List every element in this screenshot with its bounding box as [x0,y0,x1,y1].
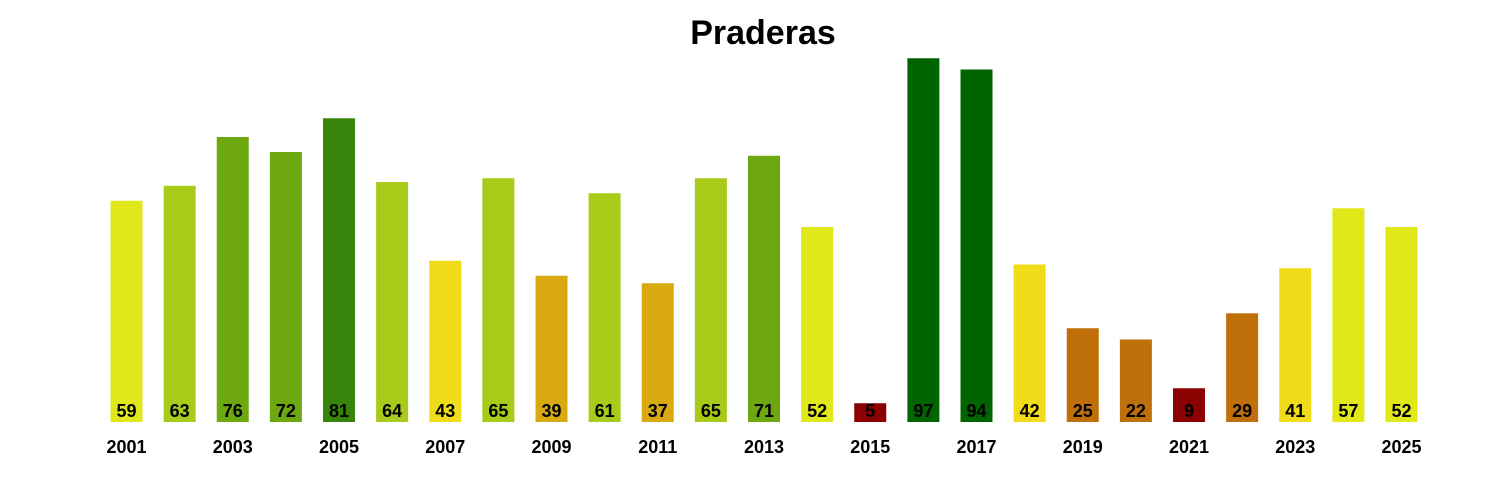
x-tick-label-2003: 2003 [213,437,253,457]
bar-2011 [641,283,674,422]
bar-2020 [1119,339,1152,422]
bar-2022 [1226,313,1259,422]
bar-2002 [163,185,196,422]
x-tick-label-2009: 2009 [531,437,571,457]
value-label-2004: 72 [276,401,296,421]
bar-2012 [694,178,727,422]
bar-2025 [1385,227,1418,422]
bar-2024 [1332,208,1365,422]
x-tick-label-2017: 2017 [956,437,996,457]
x-tick-labels-group: 2001 2003 2005 2007 2009 2011 2013 2015 2017 2019… [106,437,1421,457]
value-labels-group: 59 63 76 72 81 64 43 65 39 61 37 65 71 52 5 97 94 42 25 22 9… [116,401,1411,421]
bar-2015 [854,403,887,422]
value-label-2011: 37 [648,401,668,421]
bar-2019 [1066,328,1099,422]
value-label-2014: 52 [807,401,827,421]
value-label-2023: 41 [1285,401,1305,421]
x-tick-label-2021: 2021 [1169,437,1209,457]
value-label-2015: 5 [865,401,875,421]
bar-2010 [588,193,621,422]
bar-2008 [482,178,515,422]
value-label-2002: 63 [170,401,190,421]
x-tick-label-2023: 2023 [1275,437,1315,457]
value-label-2012: 65 [701,401,721,421]
bar-2014 [801,227,834,422]
bar-2003 [216,137,249,422]
chart-title: Praderas [690,14,836,52]
x-tick-label-2001: 2001 [106,437,146,457]
value-label-2007: 43 [435,401,455,421]
x-tick-label-2013: 2013 [744,437,784,457]
value-label-2020: 22 [1126,401,1146,421]
value-label-2003: 76 [223,401,243,421]
value-label-2018: 42 [1020,401,1040,421]
value-label-2008: 65 [488,401,508,421]
value-label-2010: 61 [595,401,615,421]
value-label-2025: 52 [1391,401,1411,421]
value-label-2013: 71 [754,401,774,421]
value-label-2005: 81 [329,401,349,421]
bar-2001 [110,200,143,422]
x-tick-label-2025: 2025 [1381,437,1421,457]
value-label-2016: 97 [913,401,933,421]
bar-2018 [1013,264,1046,422]
value-label-2019: 25 [1073,401,1093,421]
x-tick-label-2019: 2019 [1063,437,1103,457]
value-label-2024: 57 [1338,401,1358,421]
bar-2021 [1173,388,1205,422]
bar-2013 [748,155,780,422]
x-tick-label-2011: 2011 [638,437,677,457]
bars-group [110,58,1418,422]
bar-2016 [907,58,940,422]
bar-2007 [429,260,462,422]
value-label-2006: 64 [382,401,402,421]
value-label-2001: 59 [116,401,136,421]
bar-2009 [535,275,568,422]
bar-2006 [376,182,409,422]
x-tick-label-2007: 2007 [425,437,465,457]
value-label-2021: 9 [1184,401,1194,421]
bar-2023 [1279,268,1312,422]
value-label-2022: 29 [1232,401,1252,421]
value-label-2017: 94 [966,401,986,421]
bar-2004 [269,152,302,422]
x-tick-label-2015: 2015 [850,437,890,457]
bar-2017 [960,69,993,422]
bar-2005 [323,118,355,422]
value-label-2009: 39 [541,401,561,421]
x-tick-label-2005: 2005 [319,437,359,457]
